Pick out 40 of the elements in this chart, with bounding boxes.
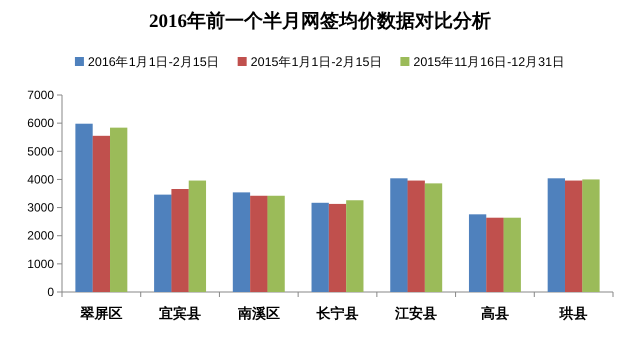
bar — [486, 218, 504, 292]
x-tick-label: 南溪区 — [236, 305, 280, 321]
bar — [232, 192, 250, 292]
x-tick-label: 珙县 — [558, 305, 588, 321]
bar — [171, 188, 189, 292]
y-tick-label: 1000 — [27, 256, 54, 271]
bar — [250, 196, 268, 292]
x-tick-label: 江安县 — [394, 305, 438, 321]
y-tick-label: 3000 — [27, 200, 54, 215]
bar — [564, 180, 582, 292]
bar — [582, 179, 600, 292]
bar — [110, 128, 128, 292]
y-tick-label: 4000 — [27, 172, 54, 186]
bar — [154, 194, 172, 292]
bar — [408, 180, 425, 292]
x-tick-label: 高县 — [480, 305, 509, 321]
legend-label: 2015年1月1日-2月15日 — [250, 55, 382, 69]
bar — [468, 214, 486, 292]
bar — [424, 183, 442, 292]
legend-label: 2015年11月16日-12月31日 — [413, 55, 566, 69]
y-tick-label: 2000 — [27, 228, 54, 243]
bar — [548, 178, 565, 292]
y-tick-label: 7000 — [27, 88, 54, 102]
x-tick-label: 长宁县 — [316, 305, 358, 321]
bar — [346, 200, 364, 292]
x-tick-label: 宜宾县 — [159, 305, 202, 321]
bar — [267, 196, 285, 292]
y-tick-label: 0 — [47, 285, 54, 299]
y-tick-label: 5000 — [27, 144, 54, 158]
x-tick-label: 翠屏区 — [79, 305, 122, 321]
y-tick-label: 6000 — [27, 116, 54, 130]
bar — [75, 124, 93, 292]
chart-title: 2016年前一个半月网签均价数据对比分析 — [149, 10, 491, 32]
legend-label: 2016年1月1日-2月15日 — [88, 55, 220, 69]
bar — [328, 204, 346, 292]
bar — [188, 180, 206, 292]
bar — [390, 178, 408, 292]
bar — [92, 136, 110, 292]
bar — [312, 202, 329, 292]
bar — [504, 218, 521, 292]
